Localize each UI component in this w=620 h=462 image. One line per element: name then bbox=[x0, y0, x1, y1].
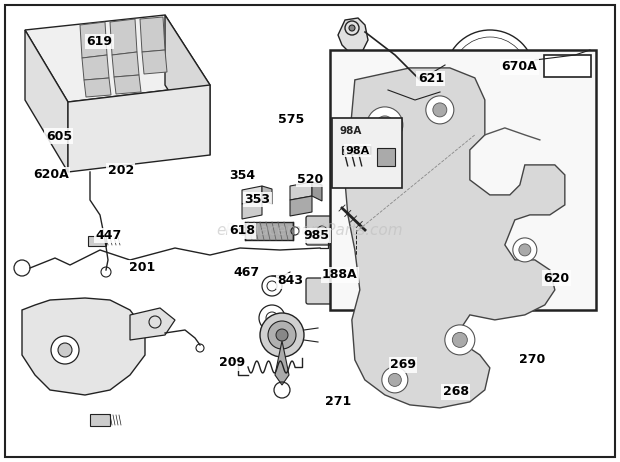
Text: eReplacementParts.com: eReplacementParts.com bbox=[216, 224, 404, 238]
Polygon shape bbox=[290, 196, 312, 216]
Circle shape bbox=[513, 238, 537, 262]
Circle shape bbox=[58, 343, 72, 357]
Circle shape bbox=[453, 332, 467, 347]
Circle shape bbox=[332, 199, 344, 211]
Circle shape bbox=[51, 336, 79, 364]
Polygon shape bbox=[110, 19, 137, 55]
Polygon shape bbox=[165, 15, 210, 155]
Polygon shape bbox=[130, 308, 175, 340]
Text: 447: 447 bbox=[95, 229, 122, 242]
Text: 620A: 620A bbox=[33, 168, 69, 181]
Bar bbox=[330, 50, 596, 310]
Text: 354: 354 bbox=[229, 169, 255, 182]
Text: 201: 201 bbox=[130, 261, 156, 274]
Bar bbox=[245, 222, 293, 240]
Polygon shape bbox=[80, 22, 107, 58]
Circle shape bbox=[388, 373, 401, 386]
Polygon shape bbox=[84, 78, 111, 97]
Circle shape bbox=[426, 96, 454, 124]
Circle shape bbox=[260, 313, 304, 357]
Polygon shape bbox=[22, 298, 145, 395]
Polygon shape bbox=[540, 112, 558, 128]
Bar bbox=[377, 148, 395, 166]
FancyBboxPatch shape bbox=[306, 216, 338, 245]
Bar bbox=[88, 236, 106, 246]
Text: 353: 353 bbox=[244, 193, 270, 206]
Polygon shape bbox=[25, 30, 68, 172]
Circle shape bbox=[276, 329, 288, 341]
Polygon shape bbox=[262, 186, 272, 204]
Circle shape bbox=[376, 116, 394, 134]
Bar bbox=[90, 414, 110, 426]
Text: 575: 575 bbox=[278, 113, 304, 126]
Circle shape bbox=[367, 107, 403, 143]
Text: 271: 271 bbox=[325, 395, 351, 407]
Text: 269: 269 bbox=[390, 359, 416, 371]
Circle shape bbox=[519, 244, 531, 256]
Polygon shape bbox=[68, 85, 210, 172]
Polygon shape bbox=[345, 68, 565, 408]
Circle shape bbox=[349, 25, 355, 31]
Polygon shape bbox=[275, 341, 289, 385]
Text: 621: 621 bbox=[418, 72, 444, 85]
Text: 985: 985 bbox=[303, 229, 329, 242]
Text: 605: 605 bbox=[46, 130, 72, 143]
FancyBboxPatch shape bbox=[306, 278, 338, 304]
Polygon shape bbox=[142, 50, 167, 74]
Bar bbox=[342, 146, 370, 154]
Polygon shape bbox=[82, 55, 109, 80]
Text: 670A: 670A bbox=[502, 61, 538, 73]
Text: 467: 467 bbox=[234, 266, 260, 279]
Text: 618: 618 bbox=[229, 225, 255, 237]
Text: 619: 619 bbox=[86, 35, 112, 48]
Circle shape bbox=[445, 325, 475, 355]
Polygon shape bbox=[338, 18, 368, 55]
Circle shape bbox=[382, 367, 408, 393]
Text: 98A: 98A bbox=[340, 126, 362, 136]
Polygon shape bbox=[242, 200, 262, 219]
Text: 520: 520 bbox=[297, 173, 323, 186]
Bar bbox=[544, 55, 591, 77]
Text: 270: 270 bbox=[519, 353, 545, 366]
Text: 202: 202 bbox=[108, 164, 134, 177]
Polygon shape bbox=[112, 52, 139, 77]
Text: 268: 268 bbox=[443, 385, 469, 398]
Polygon shape bbox=[290, 182, 312, 200]
Circle shape bbox=[268, 321, 296, 349]
Polygon shape bbox=[114, 75, 141, 94]
Text: 843: 843 bbox=[277, 274, 303, 287]
Bar bbox=[332, 118, 402, 188]
Polygon shape bbox=[140, 17, 165, 52]
Text: 188A: 188A bbox=[322, 268, 358, 281]
Text: 209: 209 bbox=[219, 356, 246, 369]
Polygon shape bbox=[25, 15, 210, 102]
Text: 98A: 98A bbox=[345, 146, 370, 156]
Circle shape bbox=[433, 103, 447, 117]
Polygon shape bbox=[242, 186, 262, 204]
Polygon shape bbox=[312, 182, 322, 201]
Text: 620: 620 bbox=[543, 272, 569, 285]
